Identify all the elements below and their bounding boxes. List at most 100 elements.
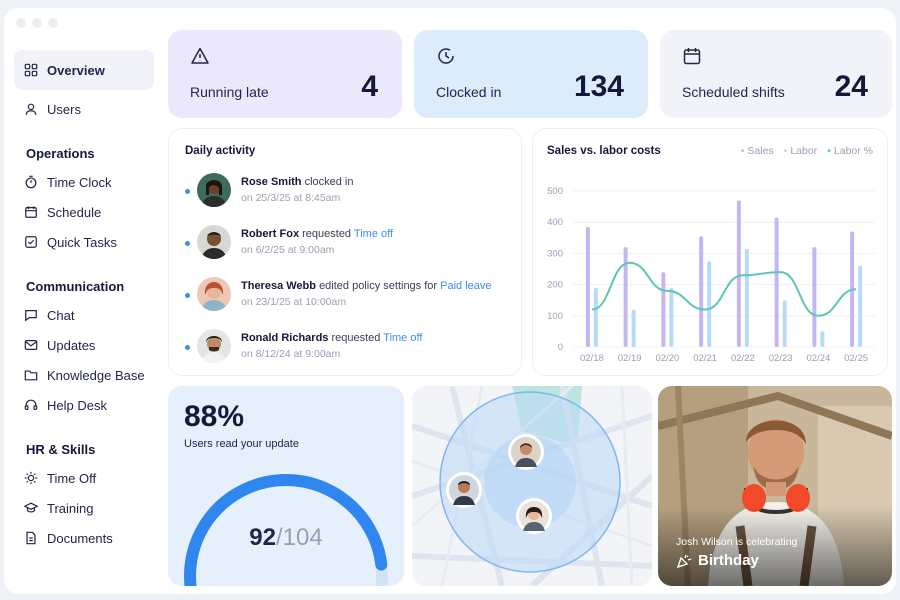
x-tick-label: 02/21	[693, 353, 717, 364]
bar-labor	[820, 331, 825, 347]
x-tick-label: 02/23	[769, 353, 793, 364]
activity-user: Ronald Richards	[241, 332, 329, 344]
birthday-photo	[658, 386, 892, 586]
activity-link[interactable]: Time off	[383, 332, 423, 344]
activity-date: on 6/2/25 at 9:00am	[241, 244, 335, 256]
activity-link[interactable]: Paid leave	[440, 280, 492, 292]
activity-user: Theresa Webb	[241, 280, 316, 292]
y-tick-label: 500	[547, 186, 563, 197]
sidebar-item-label: Updates	[47, 337, 96, 353]
birthday-title: Birthday	[676, 552, 759, 569]
bar-labor	[782, 300, 787, 347]
sidebar-item-overview[interactable]: Overview	[14, 50, 154, 90]
sidebar-item-label: Time Off	[47, 470, 97, 486]
activity-date: on 23/1/25 at 10:00am	[241, 296, 347, 308]
sidebar-item-users[interactable]: Users	[14, 94, 154, 124]
calendar-icon	[25, 206, 37, 218]
birthday-text: Josh Wilson is celebrating	[676, 536, 798, 548]
avatar	[197, 277, 231, 311]
panel-title: Daily activity	[185, 145, 256, 157]
stopwatch-icon	[25, 175, 37, 189]
stat-card-scheduled-shifts[interactable]: Scheduled shifts 24	[660, 30, 892, 118]
list-item[interactable]: Rose Smith clocked in on 25/3/25 at 8:45…	[183, 173, 511, 225]
grid-icon	[24, 63, 38, 77]
x-tick-label: 02/24	[806, 353, 830, 364]
bar-sales	[812, 247, 817, 347]
stat-value: 134	[573, 70, 624, 103]
sidebar-item-label: Help Desk	[47, 397, 107, 413]
warning-icon	[191, 47, 209, 64]
bar-labor	[669, 287, 674, 347]
legend-labor-percent[interactable]: Labor %	[827, 145, 873, 157]
chart-title: Sales vs. labor costs	[547, 145, 661, 157]
read-count: 92	[249, 524, 276, 551]
section-title-operations: Operations	[26, 146, 95, 161]
sidebar-item-label: Schedule	[47, 204, 102, 220]
x-tick-label: 02/20	[655, 353, 679, 364]
section-title-hr-skills: HR & Skills	[26, 442, 96, 457]
location-map[interactable]	[412, 386, 652, 586]
sidebar: Overview Users Operations Time Clock Sch…	[14, 50, 154, 553]
map-user-pin[interactable]	[516, 498, 552, 534]
timeline-dot	[185, 189, 190, 194]
bar-labor	[858, 265, 863, 347]
activity-user: Rose Smith	[241, 176, 302, 188]
clock-icon	[438, 48, 454, 64]
birthday-label: Birthday	[698, 552, 759, 569]
stat-card-running-late[interactable]: Running late 4	[168, 30, 402, 118]
sidebar-item-knowledge-base[interactable]: Knowledge Base	[14, 360, 154, 390]
bar-labor	[707, 261, 712, 347]
folder-icon	[24, 370, 38, 381]
bar-sales	[661, 272, 666, 347]
sidebar-item-quick-tasks[interactable]: Quick Tasks	[14, 227, 154, 257]
timeline-dot	[185, 241, 190, 246]
y-tick-label: 200	[547, 280, 563, 291]
legend-labor[interactable]: Labor	[784, 145, 817, 157]
stat-card-clocked-in[interactable]: Clocked in 134	[414, 30, 648, 118]
stat-value: 24	[834, 70, 868, 103]
update-read-card[interactable]: 88% Users read your update 92/104	[168, 386, 404, 586]
graduation-cap-icon	[24, 502, 38, 513]
chart-legend: Sales Labor Labor %	[741, 145, 873, 157]
sidebar-item-label: Time Clock	[47, 174, 112, 190]
sidebar-item-label: Chat	[47, 307, 75, 323]
window-controls	[16, 18, 58, 28]
stat-value: 4	[361, 70, 378, 103]
avatar	[197, 329, 231, 363]
map-user-pin[interactable]	[508, 434, 544, 470]
total-count: /104	[275, 524, 323, 551]
list-item[interactable]: Robert Fox requested Time off on 6/2/25 …	[183, 225, 511, 277]
stat-label: Scheduled shifts	[682, 84, 785, 100]
bar-sales	[774, 217, 779, 347]
read-progress-gauge	[184, 474, 388, 586]
birthday-card[interactable]: Josh Wilson is celebrating Birthday	[658, 386, 892, 586]
bar-sales	[736, 200, 741, 347]
sidebar-item-chat[interactable]: Chat	[14, 300, 154, 330]
sidebar-item-time-clock[interactable]: Time Clock	[14, 167, 154, 197]
sidebar-item-training[interactable]: Training	[14, 493, 154, 523]
activity-link[interactable]: Time off	[353, 228, 394, 240]
sidebar-item-schedule[interactable]: Schedule	[14, 197, 154, 227]
read-fraction: 92/104	[168, 524, 404, 552]
activity-date: on 25/3/25 at 8:45am	[241, 192, 341, 204]
mail-icon	[24, 340, 38, 350]
y-tick-label: 0	[558, 342, 563, 353]
list-item[interactable]: Theresa Webb edited policy settings for …	[183, 277, 511, 329]
x-tick-label: 02/18	[580, 353, 604, 364]
stat-label: Clocked in	[436, 84, 502, 100]
x-tick-label: 02/22	[731, 353, 755, 364]
app-window: Overview Users Operations Time Clock Sch…	[4, 8, 896, 594]
sidebar-item-time-off[interactable]: Time Off	[14, 463, 154, 493]
sidebar-item-updates[interactable]: Updates	[14, 330, 154, 360]
sidebar-item-help-desk[interactable]: Help Desk	[14, 390, 154, 420]
bar-labor	[631, 309, 636, 347]
timeline-dot	[185, 345, 190, 350]
sidebar-item-documents[interactable]: Documents	[14, 523, 154, 553]
legend-sales[interactable]: Sales	[741, 145, 773, 157]
bar-sales	[585, 226, 590, 347]
avatar	[197, 173, 231, 207]
list-item[interactable]: Ronald Richards requested Time off on 8/…	[183, 329, 511, 381]
activity-user: Robert Fox	[241, 228, 300, 240]
bar-sales	[623, 247, 628, 347]
map-user-pin[interactable]	[446, 472, 482, 508]
